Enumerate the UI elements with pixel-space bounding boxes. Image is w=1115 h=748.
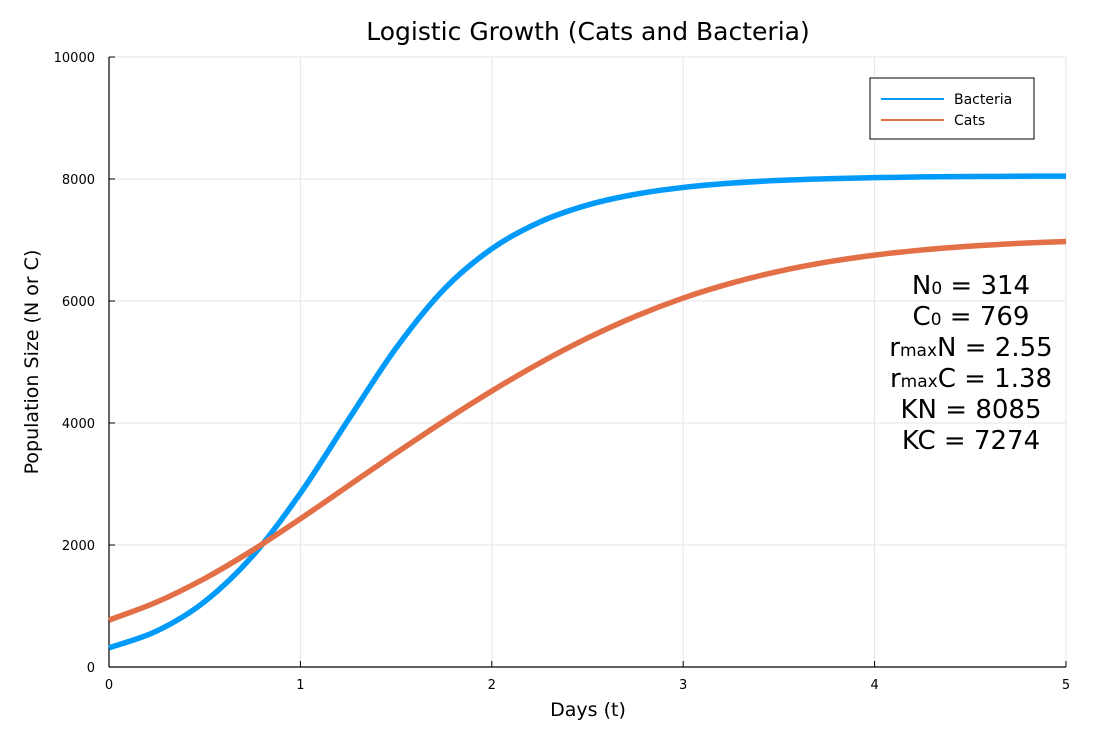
x-axis-title: Days (t) (550, 699, 626, 721)
annotation-line-3: rmaxC = 1.38 (890, 364, 1052, 394)
y-tick-label-5: 10000 (54, 51, 95, 66)
x-tick-label-1: 1 (296, 678, 304, 693)
series-line-cats (108, 238, 1067, 623)
x-tick-label-2: 2 (488, 678, 496, 693)
annotation-line-1: C0 = 769 (913, 302, 1030, 332)
y-tick-label-3: 6000 (62, 295, 95, 310)
tick-labels: 0 1 2 3 4 5 0 2000 4000 6000 8000 10000 (54, 51, 1071, 693)
annotation-line-4: KN = 8085 (901, 395, 1042, 425)
axes (108, 56, 1067, 668)
legend-box (869, 77, 1035, 140)
series-lines (108, 173, 1067, 651)
y-tick-label-4: 8000 (62, 173, 95, 188)
legend-label-cats: Cats (954, 113, 985, 129)
annotation-line-0: N0 = 314 (912, 271, 1030, 301)
chart-title: Logistic Growth (Cats and Bacteria) (366, 17, 809, 46)
x-tick-label-3: 3 (679, 678, 687, 693)
annotation-line-5: KC = 7274 (902, 426, 1040, 456)
y-tick-label-0: 0 (87, 661, 95, 676)
x-tick-label-4: 4 (870, 678, 878, 693)
y-tick-label-1: 2000 (62, 539, 95, 554)
annotation-line-2: rmaxN = 2.55 (889, 333, 1052, 363)
y-tick-label-2: 4000 (62, 417, 95, 432)
x-tick-label-0: 0 (105, 678, 113, 693)
legend: Bacteria Cats (869, 77, 1035, 140)
x-tick-label-5: 5 (1062, 678, 1070, 693)
legend-label-bacteria: Bacteria (954, 92, 1012, 108)
y-axis-title: Population Size (N or C) (21, 250, 43, 475)
